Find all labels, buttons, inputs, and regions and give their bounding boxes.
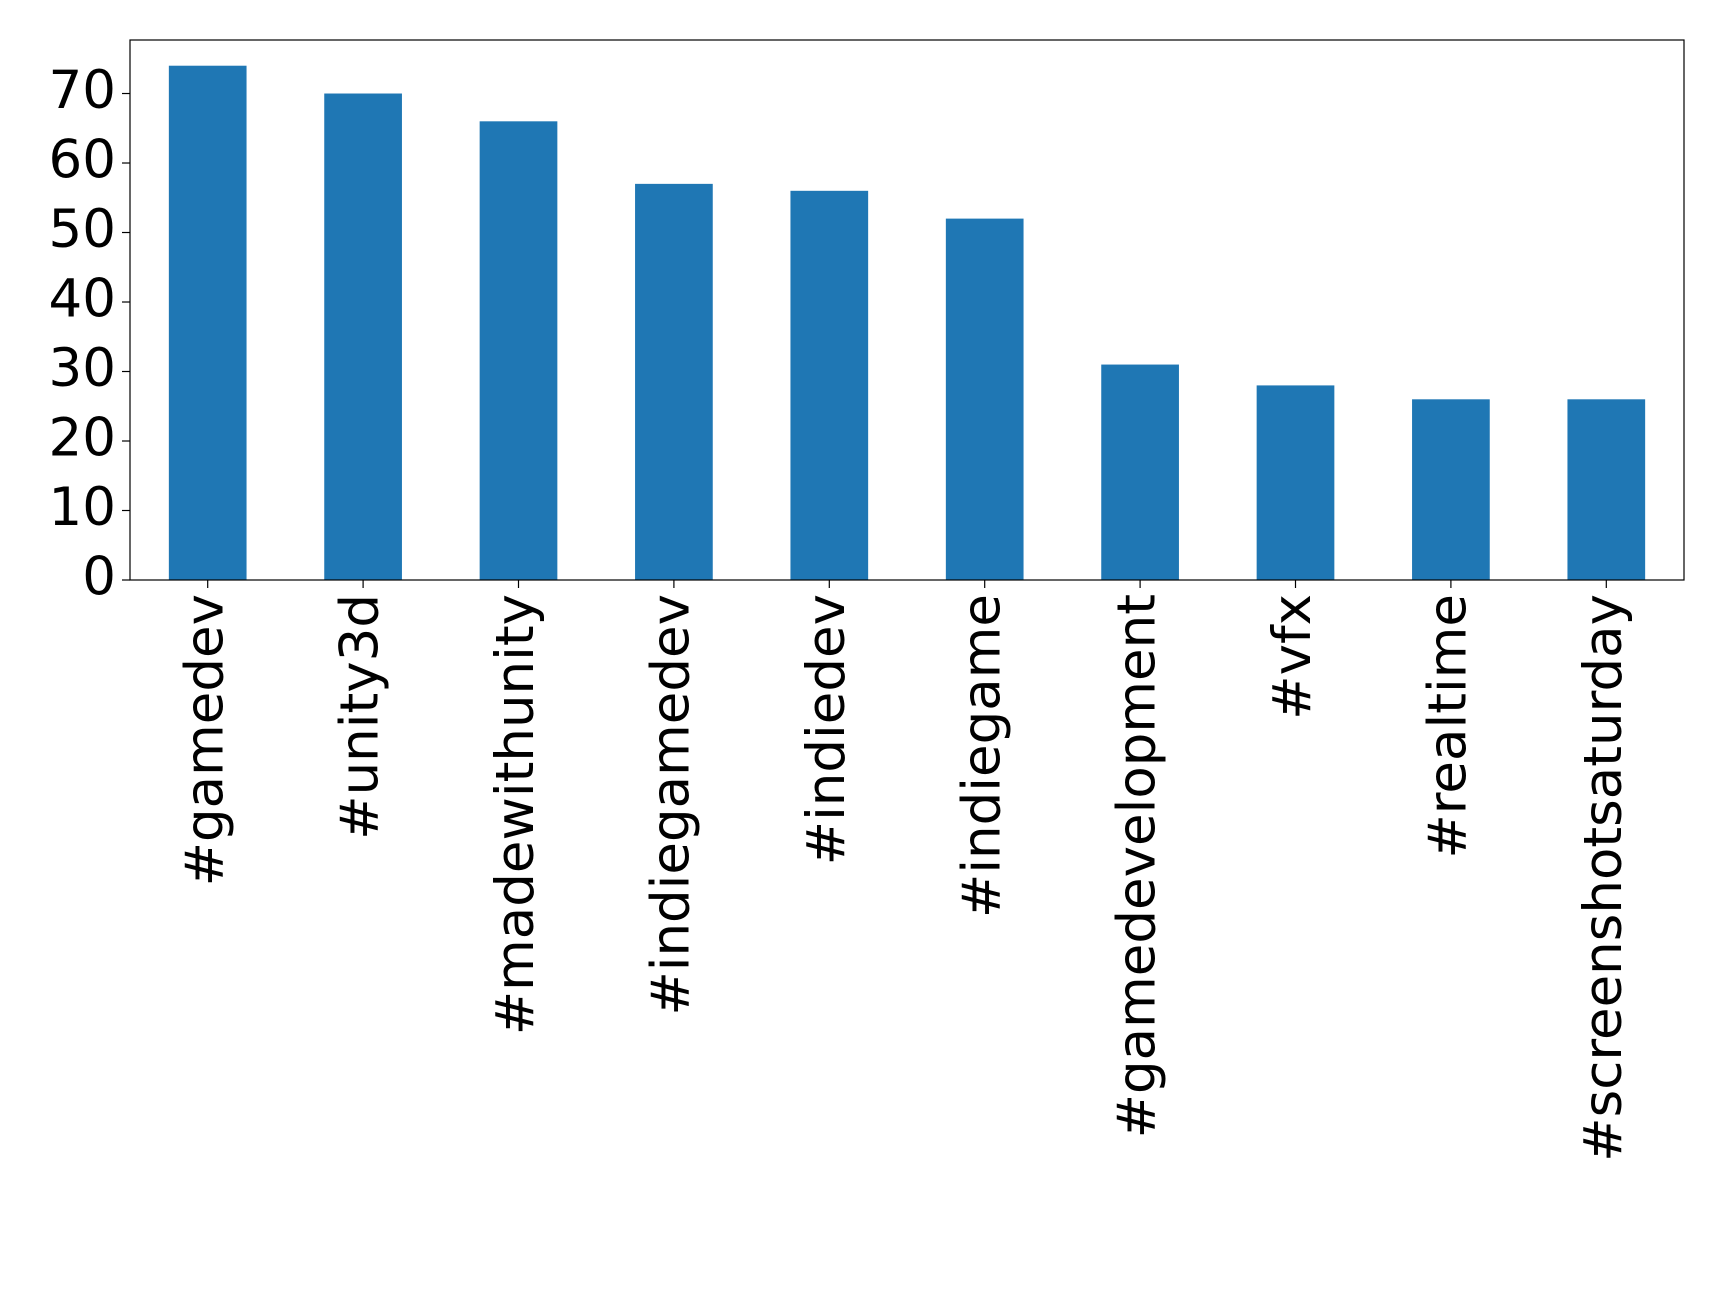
x-tick-label: #gamedev: [174, 594, 235, 886]
y-tick-label: 50: [49, 199, 116, 260]
x-tick-label: #gamedevelopment: [1107, 594, 1168, 1138]
bar: [1567, 399, 1646, 580]
bar: [790, 190, 869, 581]
bar: [1412, 399, 1490, 580]
x-tick-label: #screenshotsaturday: [1573, 594, 1634, 1162]
bar: [1256, 385, 1335, 580]
bar: [945, 218, 1024, 580]
x-tick-label: #realtime: [1418, 594, 1479, 859]
x-tick-label: #madewithunity: [485, 594, 546, 1035]
bar: [1101, 364, 1179, 580]
y-tick-label: 60: [49, 130, 116, 191]
y-tick-label: 20: [49, 408, 116, 469]
x-tick-label: #vfx: [1262, 594, 1323, 720]
x-tick-label: #unity3d: [330, 594, 391, 840]
bar: [635, 183, 713, 580]
bar: [168, 65, 247, 580]
x-tick-label: #indiegamedev: [641, 594, 702, 1016]
bar: [479, 121, 558, 580]
bar: [324, 93, 402, 580]
x-tick-label: #indiegame: [951, 594, 1012, 918]
y-tick-label: 10: [49, 477, 116, 538]
x-tick-label: #indiedev: [796, 594, 857, 865]
y-tick-label: 0: [82, 547, 116, 608]
y-tick-label: 40: [49, 269, 116, 330]
plot-frame: [129, 39, 1685, 581]
y-tick-label: 70: [49, 60, 116, 121]
y-tick-label: 30: [49, 338, 116, 399]
